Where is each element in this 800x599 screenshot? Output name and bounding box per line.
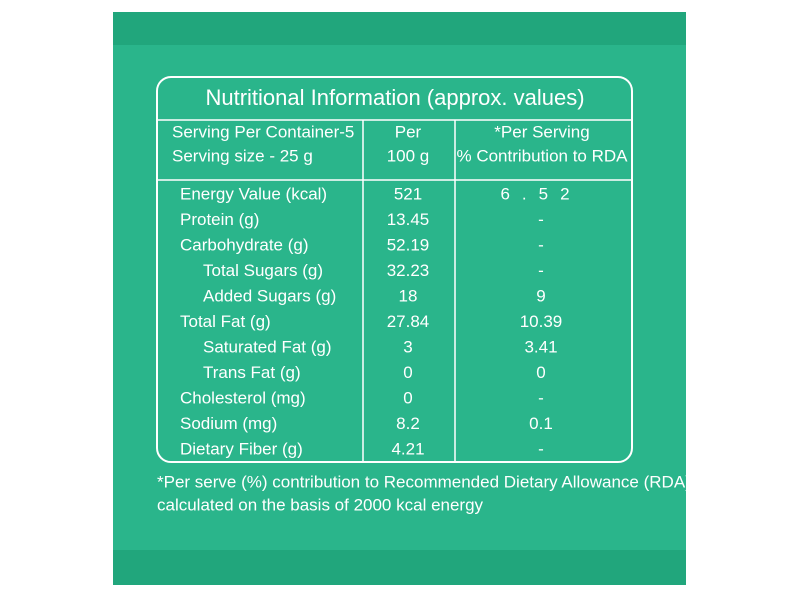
header: Serving size - 25 g [172, 146, 313, 165]
nutrient: Sodium (mg) [180, 414, 277, 433]
value: 10.39 [520, 312, 563, 331]
nutrient: Cholesterol (mg) [180, 388, 306, 407]
box [156, 76, 633, 463]
value: 521 [394, 184, 422, 203]
header: % Contribution to RDA [456, 146, 628, 165]
value: 3 [403, 337, 412, 356]
value: 0 [403, 388, 412, 407]
value: 4.21 [391, 439, 424, 458]
value: 9 [536, 286, 545, 305]
nutrient: Protein (g) [180, 210, 259, 229]
value: - [538, 261, 544, 280]
value: 27.84 [387, 312, 430, 331]
nutrient: Dietary Fiber (g) [180, 439, 303, 458]
footnote: calculated on the basis of 2000 kcal ene… [157, 495, 484, 514]
value: - [538, 235, 544, 254]
value: 32.23 [387, 261, 430, 280]
footnote: *Per serve (%) contribution to Recommend… [157, 472, 691, 491]
value: - [538, 439, 544, 458]
value: 0 [403, 363, 412, 382]
header: *Per Serving [494, 122, 589, 141]
value: 18 [399, 286, 418, 305]
nutrient: Total Sugars (g) [203, 261, 323, 280]
value: 13.45 [387, 210, 430, 229]
value: - [538, 210, 544, 229]
rows: Energy Value (kcal) 521 6.52 Protein (g) 13.… [180, 184, 581, 458]
nutrient: Energy Value (kcal) [180, 184, 327, 203]
panel-center [113, 45, 686, 550]
header: Serving Per Container-5 [172, 122, 354, 141]
value: 3.41 [524, 337, 557, 356]
header: Per [395, 122, 422, 141]
value: - [538, 388, 544, 407]
nutrient: Total Fat (g) [180, 312, 271, 331]
value: 6.52 [500, 184, 581, 203]
value: 8.2 [396, 414, 420, 433]
nutrient: Carbohydrate (g) [180, 235, 309, 254]
value: 52.19 [387, 235, 430, 254]
title: Nutritional Information (approx. values) [205, 85, 584, 110]
nutrient: Saturated Fat (g) [203, 337, 332, 356]
header: 100 g [387, 146, 430, 165]
nutrient: Added Sugars (g) [203, 286, 336, 305]
value: 0 [536, 363, 545, 382]
value: 0.1 [529, 414, 553, 433]
nutrient: Trans Fat (g) [203, 363, 301, 382]
